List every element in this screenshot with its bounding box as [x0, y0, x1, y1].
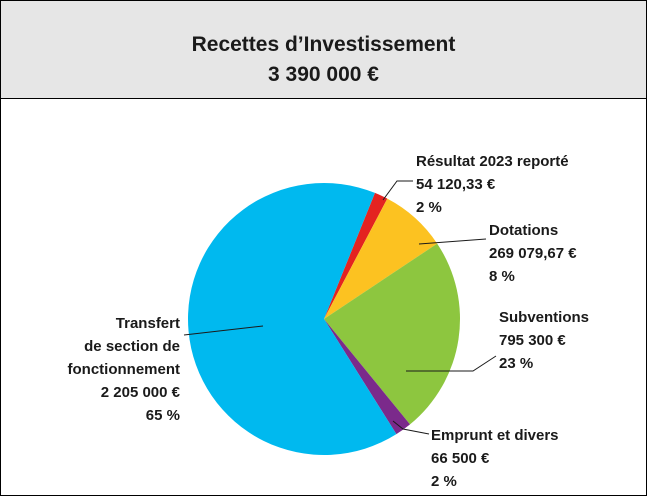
leader-line	[183, 325, 264, 336]
slice-name: Transfert de section de fonctionnement	[67, 315, 181, 378]
pie-slice	[187, 182, 397, 456]
chart-subtitle: 3 390 000 €	[268, 63, 379, 86]
slice-percent: 23 %	[499, 355, 534, 372]
pie-slice	[324, 243, 460, 425]
leader-line	[382, 180, 413, 201]
slice-value: 2 205 000 €	[100, 384, 180, 401]
chart-title: Recettes d’Investissement	[191, 33, 456, 56]
slice-value: 795 300 €	[499, 332, 566, 349]
slice-value: 66 500 €	[431, 450, 490, 467]
leader-line	[406, 355, 497, 372]
pie-slice	[324, 192, 388, 319]
slice-name: Résultat 2023 reporté	[416, 153, 569, 170]
slice-percent: 8 %	[489, 268, 515, 285]
slice-name: Subventions	[499, 309, 590, 326]
slice-name: Emprunt et divers	[431, 427, 559, 444]
leader-line	[418, 238, 487, 245]
slice-value: 54 120,33 €	[416, 176, 496, 193]
slice-percent: 2 %	[431, 473, 457, 490]
slice-name: Dotations	[489, 222, 559, 239]
slice-percent: 2 %	[416, 199, 442, 216]
slice-label: Transfert de section de fonctionnement 2 …	[68, 312, 181, 427]
header: Recettes d’Investissement 3 390 000 €	[1, 1, 646, 99]
pie-slice	[324, 319, 410, 435]
slice-label: Emprunt et divers 66 500 € 2 %	[431, 424, 559, 493]
slice-label: Dotations 269 079,67 € 8 %	[489, 219, 577, 288]
leader-line	[392, 420, 430, 435]
slice-percent: 65 %	[145, 407, 180, 424]
slice-label: Résultat 2023 reporté 54 120,33 € 2 %	[416, 150, 569, 219]
slice-value: 269 079,67 €	[489, 245, 577, 262]
slice-label: Subventions 795 300 € 23 %	[499, 306, 589, 375]
pie-slice	[324, 198, 438, 319]
